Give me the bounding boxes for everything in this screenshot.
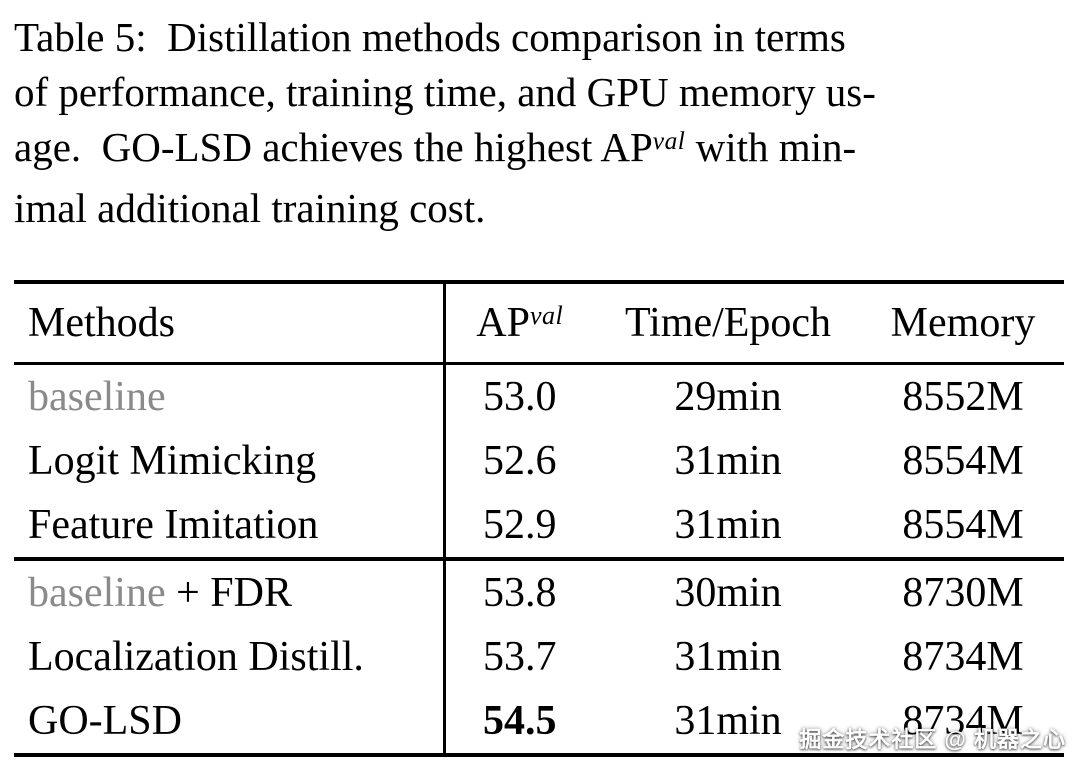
ap-cell: 53.7 — [442, 625, 594, 689]
method-cell: GO-LSD — [14, 689, 444, 755]
caption-line-3-text: age. GO-LSD achieves the highest AP — [14, 124, 653, 170]
results-table: Methods APval Time/Epoch Memory baseline… — [14, 280, 1064, 757]
table-row: Logit Mimicking 52.6 31min 8554M — [14, 429, 1064, 493]
caption-line-3: age. GO-LSD achieves the highest APval w… — [14, 120, 1066, 181]
time-cell: 30min — [594, 557, 862, 625]
caption-line-1: Table 5: Distillation methods comparison… — [14, 14, 846, 60]
watermark: 掘金技术社区 @ 机器之心 — [799, 727, 1066, 752]
header-memory: Memory — [862, 282, 1064, 365]
method-cell: baseline + FDR — [14, 557, 444, 625]
time-cell: 29min — [674, 374, 782, 420]
ap-cell: 54.5 — [442, 689, 594, 755]
time-cell: 31min — [674, 698, 782, 744]
table-body: baseline 53.0 29min 8552M Logit Mimicking 52.… — [14, 363, 1064, 755]
ap-cell: 52.6 — [442, 429, 594, 493]
method-text: Logit Mimicking — [28, 438, 317, 484]
header-row: Methods APval Time/Epoch Memory — [14, 282, 1064, 365]
time-cell: 31min — [674, 438, 782, 484]
memory-cell: 8730M — [862, 557, 1064, 625]
caption-line-2: of performance, training time, and GPU m… — [14, 69, 876, 115]
method-text: GO-LSD — [28, 698, 182, 744]
method-cell: Feature Imitation — [14, 493, 444, 559]
ap-cell: 52.9 — [442, 493, 594, 559]
method-text: Feature Imitation — [28, 502, 319, 548]
method-text: Localization Distill. — [28, 634, 364, 680]
table-row: Localization Distill. 53.7 31min 8734M — [14, 625, 1064, 689]
header-time: Time/Epoch — [594, 282, 862, 365]
table-row: baseline 53.0 29min 8552M — [14, 363, 1064, 430]
ap-cell: 53.0 — [442, 363, 594, 429]
header-ap: APval — [442, 282, 594, 365]
table-row: GO-LSD 54.5 31min 8734M — [14, 689, 1064, 755]
ap-cell: 53.8 — [442, 557, 594, 625]
method-cell: Logit Mimicking — [14, 429, 444, 493]
header-ap-text: AP — [476, 300, 530, 346]
table-header: Methods APval Time/Epoch Memory — [14, 282, 1064, 365]
method-baseline-text: baseline — [28, 570, 166, 616]
method-baseline-text: baseline — [28, 374, 166, 420]
memory-cell: 8734M — [902, 698, 1024, 744]
memory-cell: 8554M — [902, 502, 1024, 548]
memory-cell: 8552M — [902, 374, 1024, 420]
table-caption: Table 5: Distillation methods comparison… — [14, 10, 1066, 236]
method-cell: Localization Distill. — [14, 625, 444, 689]
table-row: Feature Imitation 52.9 31min 8554M — [14, 493, 1064, 559]
method-text: + FDR — [165, 570, 292, 616]
caption-line-4: imal additional training cost. — [14, 185, 486, 231]
caption-line-3-tail: with min- — [685, 124, 857, 170]
caption-ap-superscript: val — [652, 126, 686, 155]
table-row: baseline + FDR 53.8 30min 8730M — [14, 557, 1064, 625]
header-methods: Methods — [14, 282, 444, 365]
time-cell: 31min — [674, 502, 782, 548]
memory-cell: 8734M — [902, 634, 1024, 680]
memory-cell: 8554M — [902, 438, 1024, 484]
method-cell: baseline — [14, 364, 444, 430]
time-cell: 31min — [674, 634, 782, 680]
header-ap-superscript: val — [529, 300, 564, 330]
